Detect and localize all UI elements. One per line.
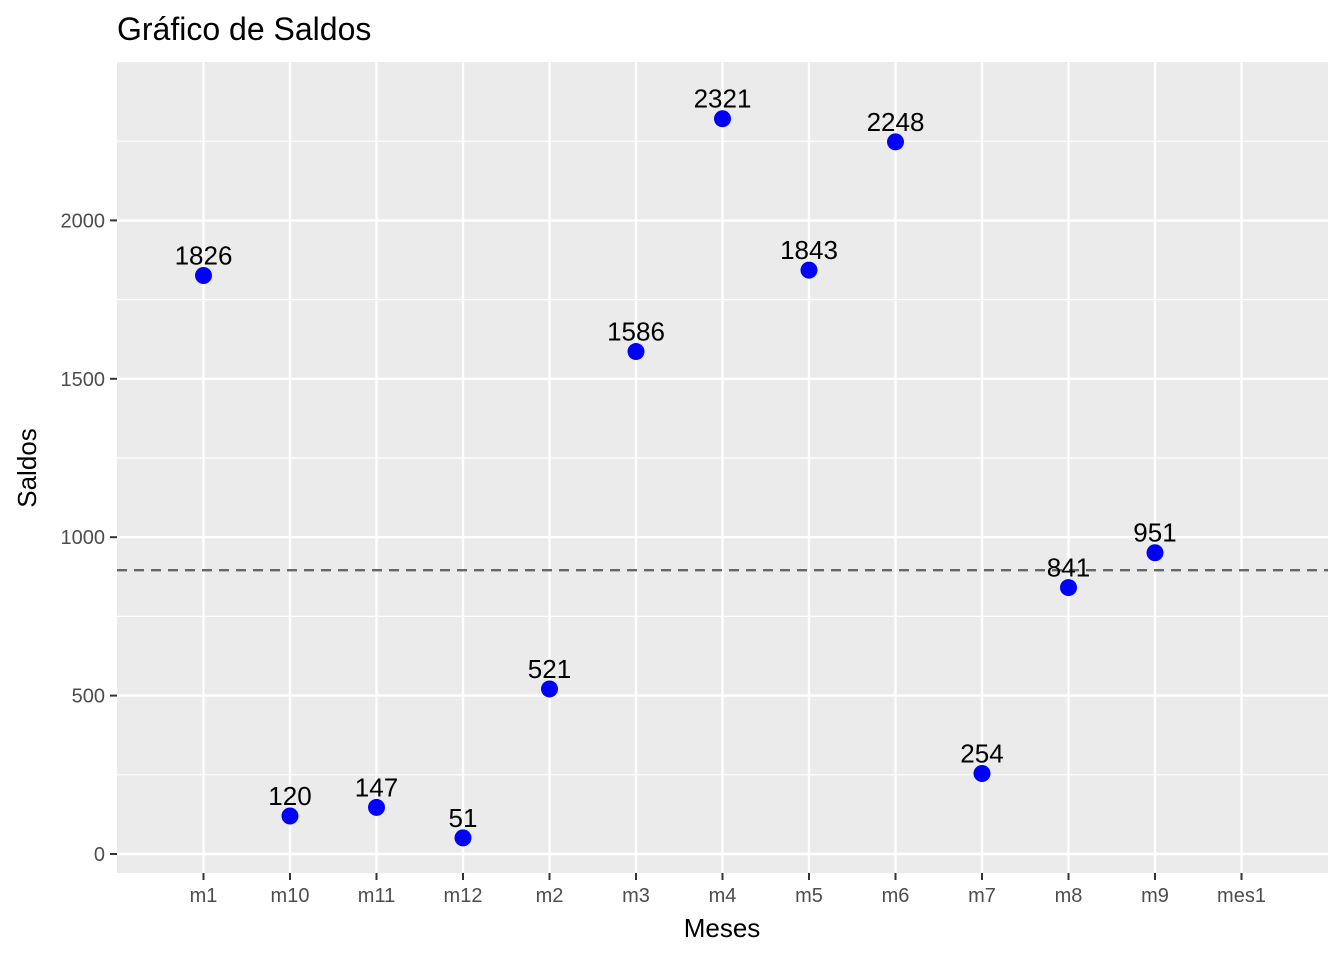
x-tick-label: m7 bbox=[968, 885, 996, 907]
data-label: 841 bbox=[1047, 553, 1090, 583]
y-axis-title: Saldos bbox=[12, 428, 42, 508]
x-axis-title: Meses bbox=[684, 913, 761, 943]
y-tick-label: 0 bbox=[94, 844, 105, 866]
data-point bbox=[973, 765, 991, 783]
x-tick-label: m9 bbox=[1141, 885, 1169, 907]
data-label: 120 bbox=[268, 781, 311, 811]
data-point bbox=[368, 798, 385, 816]
data-point bbox=[195, 267, 212, 285]
data-point bbox=[454, 829, 472, 847]
data-points bbox=[195, 110, 1164, 847]
data-point bbox=[541, 680, 558, 698]
x-tick-label: m6 bbox=[882, 885, 910, 907]
data-point bbox=[714, 110, 731, 128]
chart-title: Gráfico de Saldos bbox=[117, 11, 371, 47]
x-tick-label: mes1 bbox=[1217, 885, 1266, 907]
x-tick-label: m4 bbox=[709, 885, 737, 907]
data-point bbox=[281, 807, 299, 825]
x-tick-label: m5 bbox=[795, 885, 823, 907]
data-point bbox=[627, 343, 645, 361]
data-point bbox=[1060, 579, 1077, 597]
y-tick-label: 1500 bbox=[61, 369, 106, 391]
data-label: 951 bbox=[1133, 518, 1176, 548]
data-labels: 1826 120 147 51 521 1586 2321 1843 2248 254 841 951 bbox=[175, 84, 1177, 833]
x-tick-label: m8 bbox=[1055, 885, 1083, 907]
data-label: 1826 bbox=[175, 241, 233, 271]
data-point bbox=[800, 261, 818, 279]
y-axis: 0 500 1000 1500 2000 bbox=[61, 210, 117, 866]
data-label: 147 bbox=[355, 772, 398, 802]
x-tick-label: m2 bbox=[536, 885, 564, 907]
x-tick-label: m12 bbox=[444, 885, 483, 907]
data-point bbox=[887, 133, 904, 151]
x-tick-label: m10 bbox=[271, 885, 310, 907]
x-axis: m1 m10 m11 m12 m2 m3 m4 m5 m6 m7 m8 m9 mes1 bbox=[190, 873, 1266, 907]
major-gridlines bbox=[117, 62, 1328, 873]
data-label: 254 bbox=[960, 739, 1003, 769]
x-tick-label: m3 bbox=[622, 885, 650, 907]
data-label: 1843 bbox=[780, 235, 838, 265]
y-tick-label: 500 bbox=[72, 686, 105, 708]
data-label: 51 bbox=[449, 803, 478, 833]
x-tick-label: m11 bbox=[358, 885, 395, 907]
data-label: 2248 bbox=[867, 107, 925, 137]
data-label: 521 bbox=[528, 654, 571, 684]
data-label: 1586 bbox=[607, 317, 665, 347]
y-tick-label: 2000 bbox=[61, 210, 106, 232]
x-tick-label: m1 bbox=[190, 885, 218, 907]
data-label: 2321 bbox=[694, 84, 752, 114]
y-tick-label: 1000 bbox=[61, 527, 106, 549]
data-point bbox=[1146, 544, 1164, 562]
